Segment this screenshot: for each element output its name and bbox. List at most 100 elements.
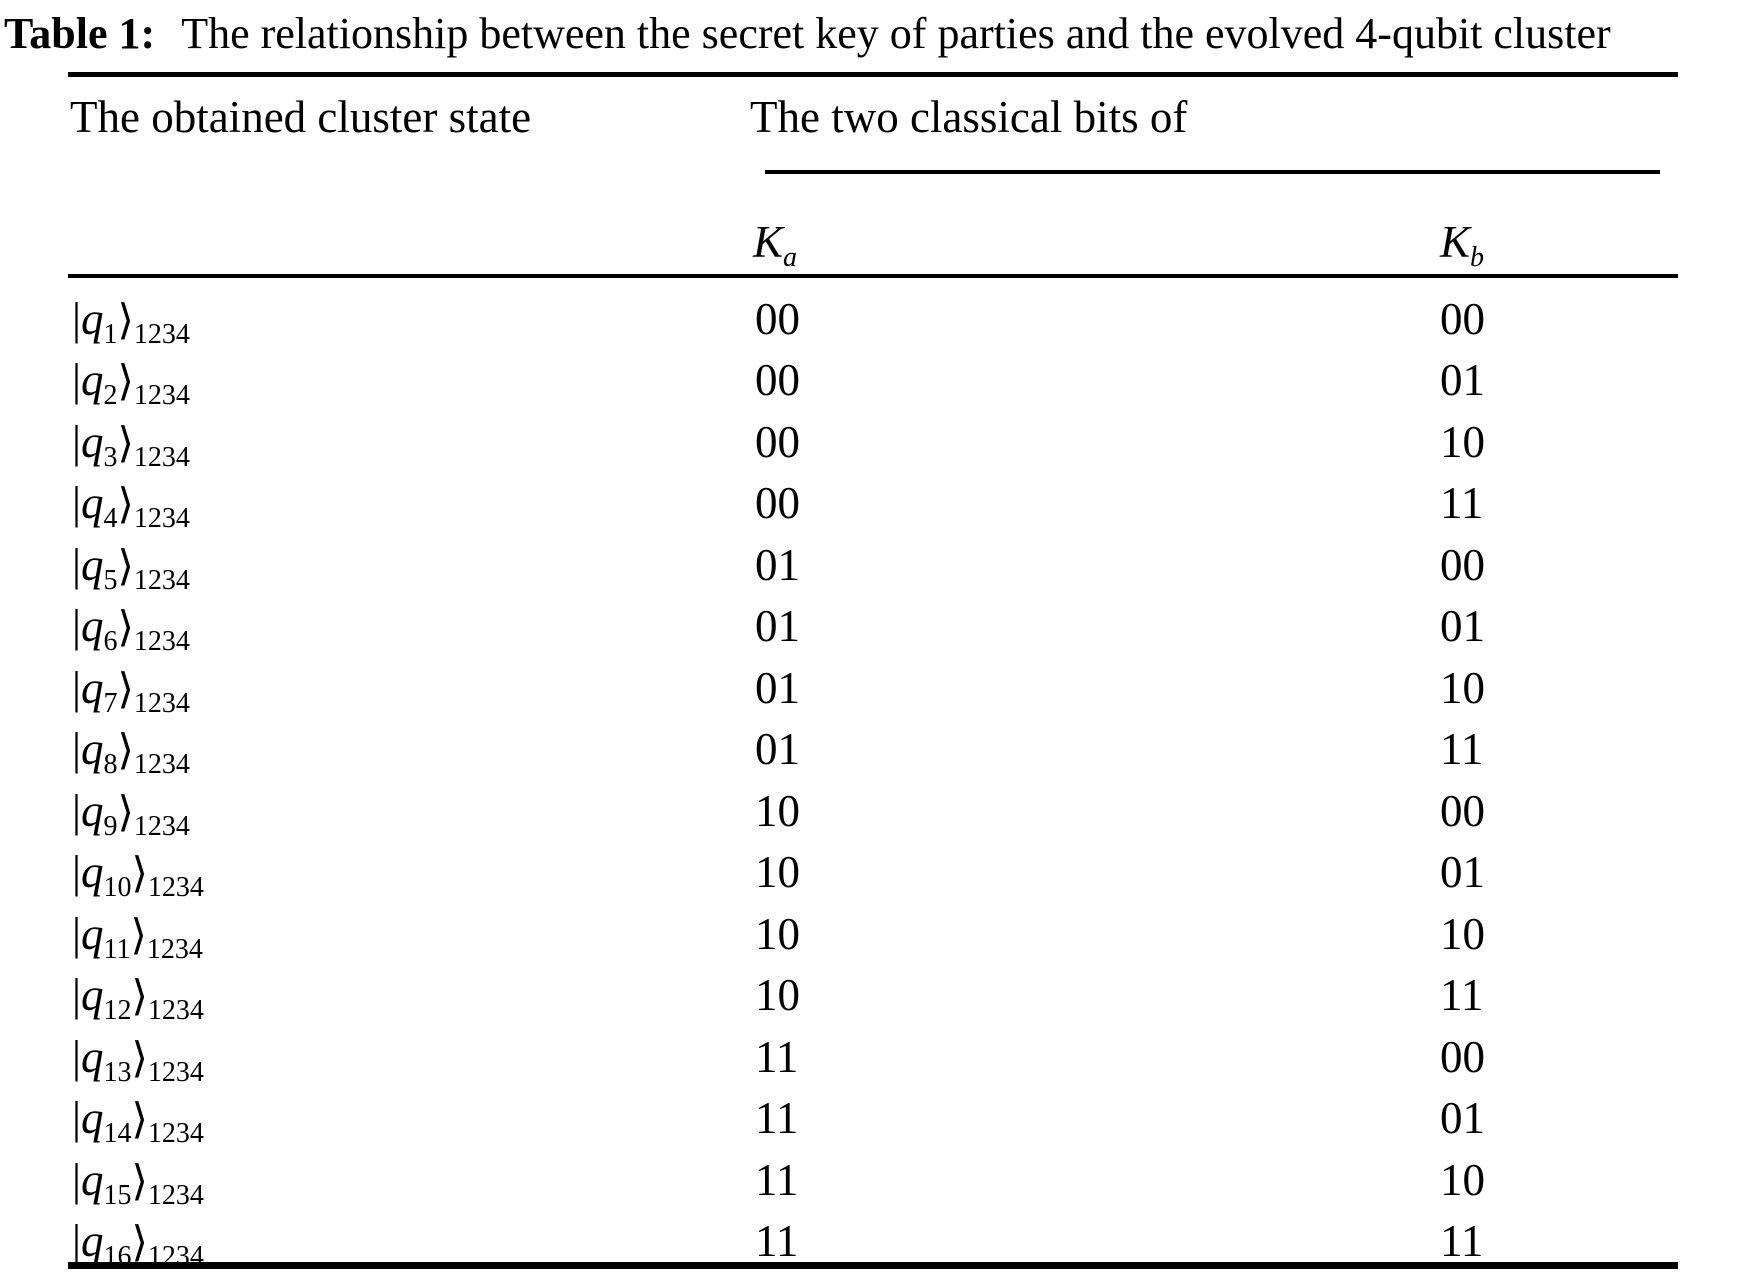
cell-ka-value: 11 [755, 1154, 799, 1205]
cell-kb-value: 01 [1440, 847, 1485, 897]
cell-kb-value: 01 [1440, 355, 1485, 405]
state-index-subscript: 5 [103, 564, 118, 596]
table-row: |q1⟩1234 00 00 [68, 278, 1678, 348]
ket-bar: | [72, 662, 82, 713]
cell-cluster-state: |q12⟩1234 [72, 970, 204, 1025]
qubit-group-subscript: 1234 [133, 441, 190, 473]
table-caption: Table 1: The relationship between the sec… [4, 9, 1611, 58]
ket-right-angle: ⟩ [117, 663, 134, 713]
state-symbol: q [81, 478, 104, 528]
qubit-group-subscript: 1234 [147, 1179, 204, 1211]
cell-kb-value: 11 [1440, 478, 1484, 528]
kb-subscript: b [1470, 242, 1485, 273]
cell-cluster-state: |q6⟩1234 [72, 601, 190, 656]
cell-ka-value: 11 [755, 1031, 799, 1082]
cell-cluster-state: |q8⟩1234 [72, 724, 190, 779]
ket-right-angle: ⟩ [131, 1217, 148, 1266]
ket-bar: | [72, 1031, 82, 1082]
ket-bar: | [72, 355, 82, 405]
ket-right-angle: ⟩ [131, 1032, 148, 1082]
state-symbol: q [81, 293, 104, 344]
ket-right-angle: ⟩ [117, 479, 134, 528]
state-index-subscript: 4 [103, 503, 118, 534]
ket-bar: | [72, 601, 82, 651]
state-index-subscript: 15 [103, 1179, 132, 1211]
ka-subscript: a [783, 242, 798, 273]
qubit-group-subscript: 1234 [133, 749, 190, 780]
qubit-group-subscript: 1234 [147, 995, 204, 1026]
qubit-group-subscript: 1234 [147, 1056, 204, 1088]
cell-kb-value: 00 [1440, 539, 1485, 590]
ket-bar: | [72, 539, 82, 590]
table-row: |q12⟩1234 10 11 [68, 955, 1678, 1025]
state-index-subscript: 1 [103, 318, 118, 350]
cell-cluster-state: |q1⟩1234 [72, 293, 190, 348]
qubit-group-subscript: 1234 [146, 933, 203, 965]
state-symbol: q [81, 1216, 104, 1266]
cell-ka-value: 10 [755, 908, 800, 959]
qubit-group-subscript: 1234 [133, 687, 190, 719]
cell-cluster-state: |q4⟩1234 [72, 478, 190, 533]
state-index-subscript: 7 [103, 687, 118, 719]
column-header-cluster-state: The obtained cluster state [70, 92, 532, 142]
kb-symbol: K [1440, 217, 1471, 267]
cell-ka-value: 00 [755, 293, 800, 344]
cell-ka-value: 00 [755, 355, 800, 405]
ket-right-angle: ⟩ [117, 540, 134, 590]
state-symbol: q [81, 1031, 104, 1082]
cell-cluster-state: |q3⟩1234 [72, 416, 190, 471]
state-symbol: q [81, 601, 104, 651]
qubit-group-subscript: 1234 [133, 626, 190, 657]
state-symbol: q [81, 539, 104, 590]
cell-kb-value: 11 [1440, 1216, 1484, 1266]
cell-ka-value: 00 [755, 416, 800, 467]
ket-bar: | [72, 908, 82, 959]
state-symbol: q [81, 662, 104, 713]
table-row: |q14⟩1234 11 01 [68, 1078, 1678, 1148]
ket-bar: | [72, 724, 82, 774]
ket-right-angle: ⟩ [117, 602, 134, 651]
ket-right-angle: ⟩ [131, 1155, 148, 1205]
state-symbol: q [81, 970, 104, 1020]
top-rule [68, 72, 1678, 77]
ket-bar: | [72, 1216, 82, 1266]
table-row: |q10⟩1234 10 01 [68, 832, 1678, 902]
header-bottom-rule [68, 274, 1678, 278]
cell-cluster-state: |q11⟩1234 [72, 908, 203, 963]
qubit-group-subscript: 1234 [133, 503, 190, 534]
table-row: |q3⟩1234 00 10 [68, 401, 1678, 471]
state-symbol: q [81, 416, 104, 467]
qubit-group-subscript: 1234 [133, 380, 190, 411]
ket-right-angle: ⟩ [117, 725, 134, 774]
state-index-subscript: 2 [103, 380, 118, 411]
table-caption-text: The relationship between the secret key … [181, 9, 1611, 58]
state-index-subscript: 13 [103, 1056, 132, 1088]
cell-ka-value: 11 [755, 1093, 799, 1143]
cell-ka-value: 01 [755, 662, 800, 713]
ket-bar: | [72, 970, 82, 1020]
table-row: |q2⟩1234 00 01 [68, 340, 1678, 410]
bottom-rule [68, 1262, 1678, 1269]
cell-kb-value: 11 [1440, 724, 1484, 774]
cell-ka-value: 10 [755, 970, 800, 1020]
ket-bar: | [72, 1154, 82, 1205]
cell-ka-value: 10 [755, 785, 800, 836]
state-symbol: q [81, 908, 104, 959]
state-symbol: q [81, 724, 104, 774]
cell-ka-value: 00 [755, 478, 800, 528]
subcolumn-header-ka: Ka [753, 220, 797, 272]
qubit-group-subscript: 1234 [133, 810, 190, 842]
table-caption-label: Table 1: [4, 9, 156, 58]
cell-ka-value: 11 [755, 1216, 799, 1266]
cell-kb-value: 01 [1440, 601, 1485, 651]
ket-right-angle: ⟩ [117, 417, 134, 467]
ket-bar: | [72, 293, 82, 344]
state-symbol: q [81, 355, 104, 405]
column-group-header-classical-bits: The two classical bits of [750, 92, 1188, 142]
ket-bar: | [72, 416, 82, 467]
state-index-subscript: 3 [103, 441, 118, 473]
state-symbol: q [81, 785, 104, 836]
state-index-subscript: 9 [103, 810, 118, 842]
cell-cluster-state: |q5⟩1234 [72, 539, 190, 594]
